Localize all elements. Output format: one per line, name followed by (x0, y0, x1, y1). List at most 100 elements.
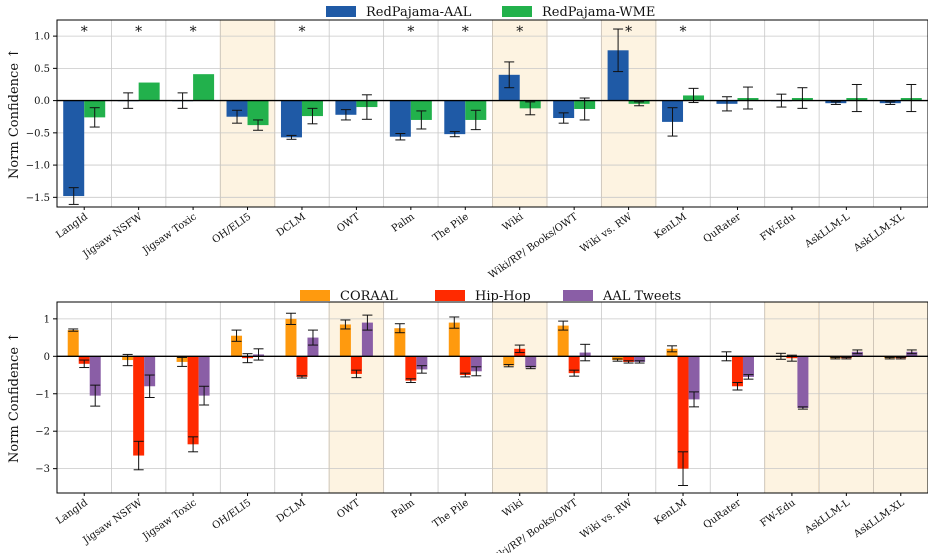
y-tick-label: 0.0 (34, 96, 50, 107)
x-tick-label: Wiki vs. RW (578, 211, 634, 255)
x-tick-label: The Pile (431, 211, 471, 244)
bar (677, 356, 689, 469)
bar (742, 356, 754, 377)
significance-star: * (135, 24, 142, 40)
x-tick-label: AskLLM-XL (851, 211, 907, 254)
x-tick-label: Palm (390, 497, 417, 521)
x-tick-label: AskLLM-L (802, 211, 852, 251)
chart-panel-1: −1.5−1.0−0.50.00.51.0 * * * * * * * * *LangIdJigs… (7, 5, 928, 281)
x-tick-label: LangId (54, 497, 90, 527)
x-tick-label: AskLLM-L (802, 497, 852, 537)
x-tick-label: Wiki (501, 497, 526, 519)
y-tick-label: −1.5 (26, 193, 50, 204)
y-axis-label: Norm Confidence ↑ (7, 48, 22, 179)
significance-star: * (81, 24, 88, 40)
highlight-band (600, 19, 657, 208)
y-tick-label: −3 (35, 464, 50, 475)
bar (503, 356, 515, 366)
y-tick-label: 0.5 (34, 64, 50, 75)
bar (389, 100, 411, 137)
x-tick-label: OH/ELI5 (210, 211, 253, 246)
bar (525, 356, 537, 368)
bar (394, 328, 406, 357)
bar (557, 325, 569, 357)
bar (470, 356, 482, 372)
x-tick-label: FW-Edu (759, 497, 799, 529)
bar (187, 356, 199, 445)
bar (63, 100, 85, 197)
y-tick-label: −2 (35, 427, 50, 438)
significance-star: * (462, 24, 469, 40)
significance-star: * (298, 24, 305, 40)
x-tick-label: OH/ELI5 (210, 497, 253, 532)
legend-swatch (326, 6, 356, 17)
x-tick-label: OWT (335, 497, 362, 521)
significance-star: * (680, 24, 687, 40)
x-tick-label: Wiki/RP/ Books/OWT (487, 211, 580, 281)
y-tick-label: −1 (35, 389, 50, 400)
bar (607, 50, 629, 101)
x-tick-label: AskLLM-XL (851, 497, 907, 540)
bar (247, 100, 269, 126)
legend-label: RedPajama-AAL (366, 5, 472, 20)
bar (89, 356, 101, 396)
significance-star: * (625, 24, 632, 40)
x-tick-label: DCLM (275, 497, 308, 525)
x-tick-label: Wiki vs. RW (578, 497, 634, 541)
y-tick-label: 1 (44, 314, 50, 325)
significance-star: * (516, 24, 523, 40)
bar (361, 322, 373, 357)
bar (339, 324, 351, 357)
x-tick-label: Jigsaw NSFW (81, 211, 145, 261)
bar (193, 74, 215, 101)
highlight-band (328, 301, 385, 494)
legend-swatch (502, 6, 532, 17)
y-axis-label: Norm Confidence ↑ (7, 332, 22, 463)
y-tick-label: −1.0 (26, 161, 50, 172)
bar (67, 330, 79, 357)
bar (553, 100, 575, 119)
bar (448, 322, 460, 357)
legend-swatch (435, 290, 465, 301)
x-tick-label: QuRater (702, 497, 744, 531)
bar (350, 356, 362, 374)
bar (231, 335, 243, 357)
x-tick-label: The Pile (431, 497, 471, 530)
y-tick-label: −0.5 (26, 128, 50, 139)
plot-frame (56, 19, 928, 208)
bar (133, 356, 145, 456)
x-tick-label: Palm (390, 211, 417, 235)
x-tick-label: Jigsaw Toxic (140, 497, 199, 543)
x-tick-label: QuRater (702, 211, 744, 245)
bar (568, 356, 580, 374)
bar (226, 100, 248, 117)
bar (612, 356, 624, 361)
x-tick-label: DCLM (275, 211, 308, 239)
highlight-band (873, 301, 928, 494)
highlight-band (764, 301, 820, 494)
bar (405, 356, 417, 381)
bar (634, 356, 646, 362)
x-tick-label: Wiki/RP/ Books/OWT (487, 497, 580, 553)
x-tick-label: Jigsaw Toxic (140, 211, 199, 257)
legend-label: AAL Tweets (602, 289, 681, 304)
highlight-band (492, 301, 548, 494)
legend-swatch (563, 290, 593, 301)
y-tick-label: 0 (44, 352, 50, 363)
significance-star: * (190, 24, 197, 40)
bar (335, 100, 357, 115)
highlight-band (492, 19, 548, 208)
bar (410, 100, 432, 120)
legend-swatch (300, 290, 330, 301)
bar (138, 82, 160, 101)
plot-frame (56, 301, 928, 494)
bar (416, 356, 428, 370)
significance-star: * (407, 24, 414, 40)
x-tick-label: LangId (54, 211, 90, 241)
x-tick-label: Wiki (501, 211, 526, 233)
bar (280, 100, 302, 138)
bar (623, 356, 635, 362)
